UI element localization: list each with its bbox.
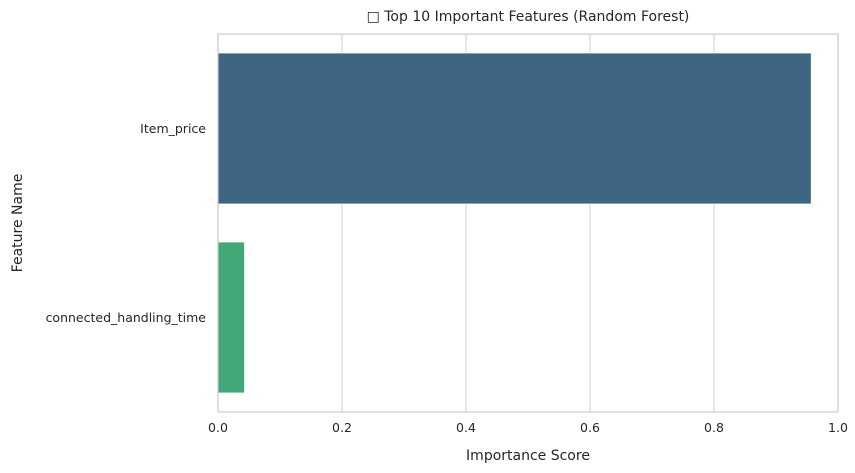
x-tick-label: 0.4 <box>456 420 476 435</box>
x-tick-label: 0.2 <box>332 420 352 435</box>
bar <box>217 241 246 394</box>
chart-title: □ Top 10 Important Features (Random Fore… <box>367 9 690 25</box>
y-axis-ticks: Item_price connected_handling_time <box>46 121 207 325</box>
y-tick-label: Item_price <box>140 121 206 136</box>
x-axis-ticks: 0.0 0.2 0.4 0.6 0.8 1.0 <box>208 420 848 435</box>
x-tick-label: 0.0 <box>208 420 228 435</box>
bars <box>217 52 812 394</box>
plot-frame <box>217 33 839 413</box>
y-tick-label: connected_handling_time <box>46 310 207 325</box>
x-tick-label: 1.0 <box>828 420 848 435</box>
x-axis-label: Importance Score <box>466 448 590 464</box>
y-axis-label: Feature Name <box>10 174 26 273</box>
bar <box>217 52 812 205</box>
x-tick-label: 0.8 <box>704 420 724 435</box>
x-tick-label: 0.6 <box>580 420 600 435</box>
